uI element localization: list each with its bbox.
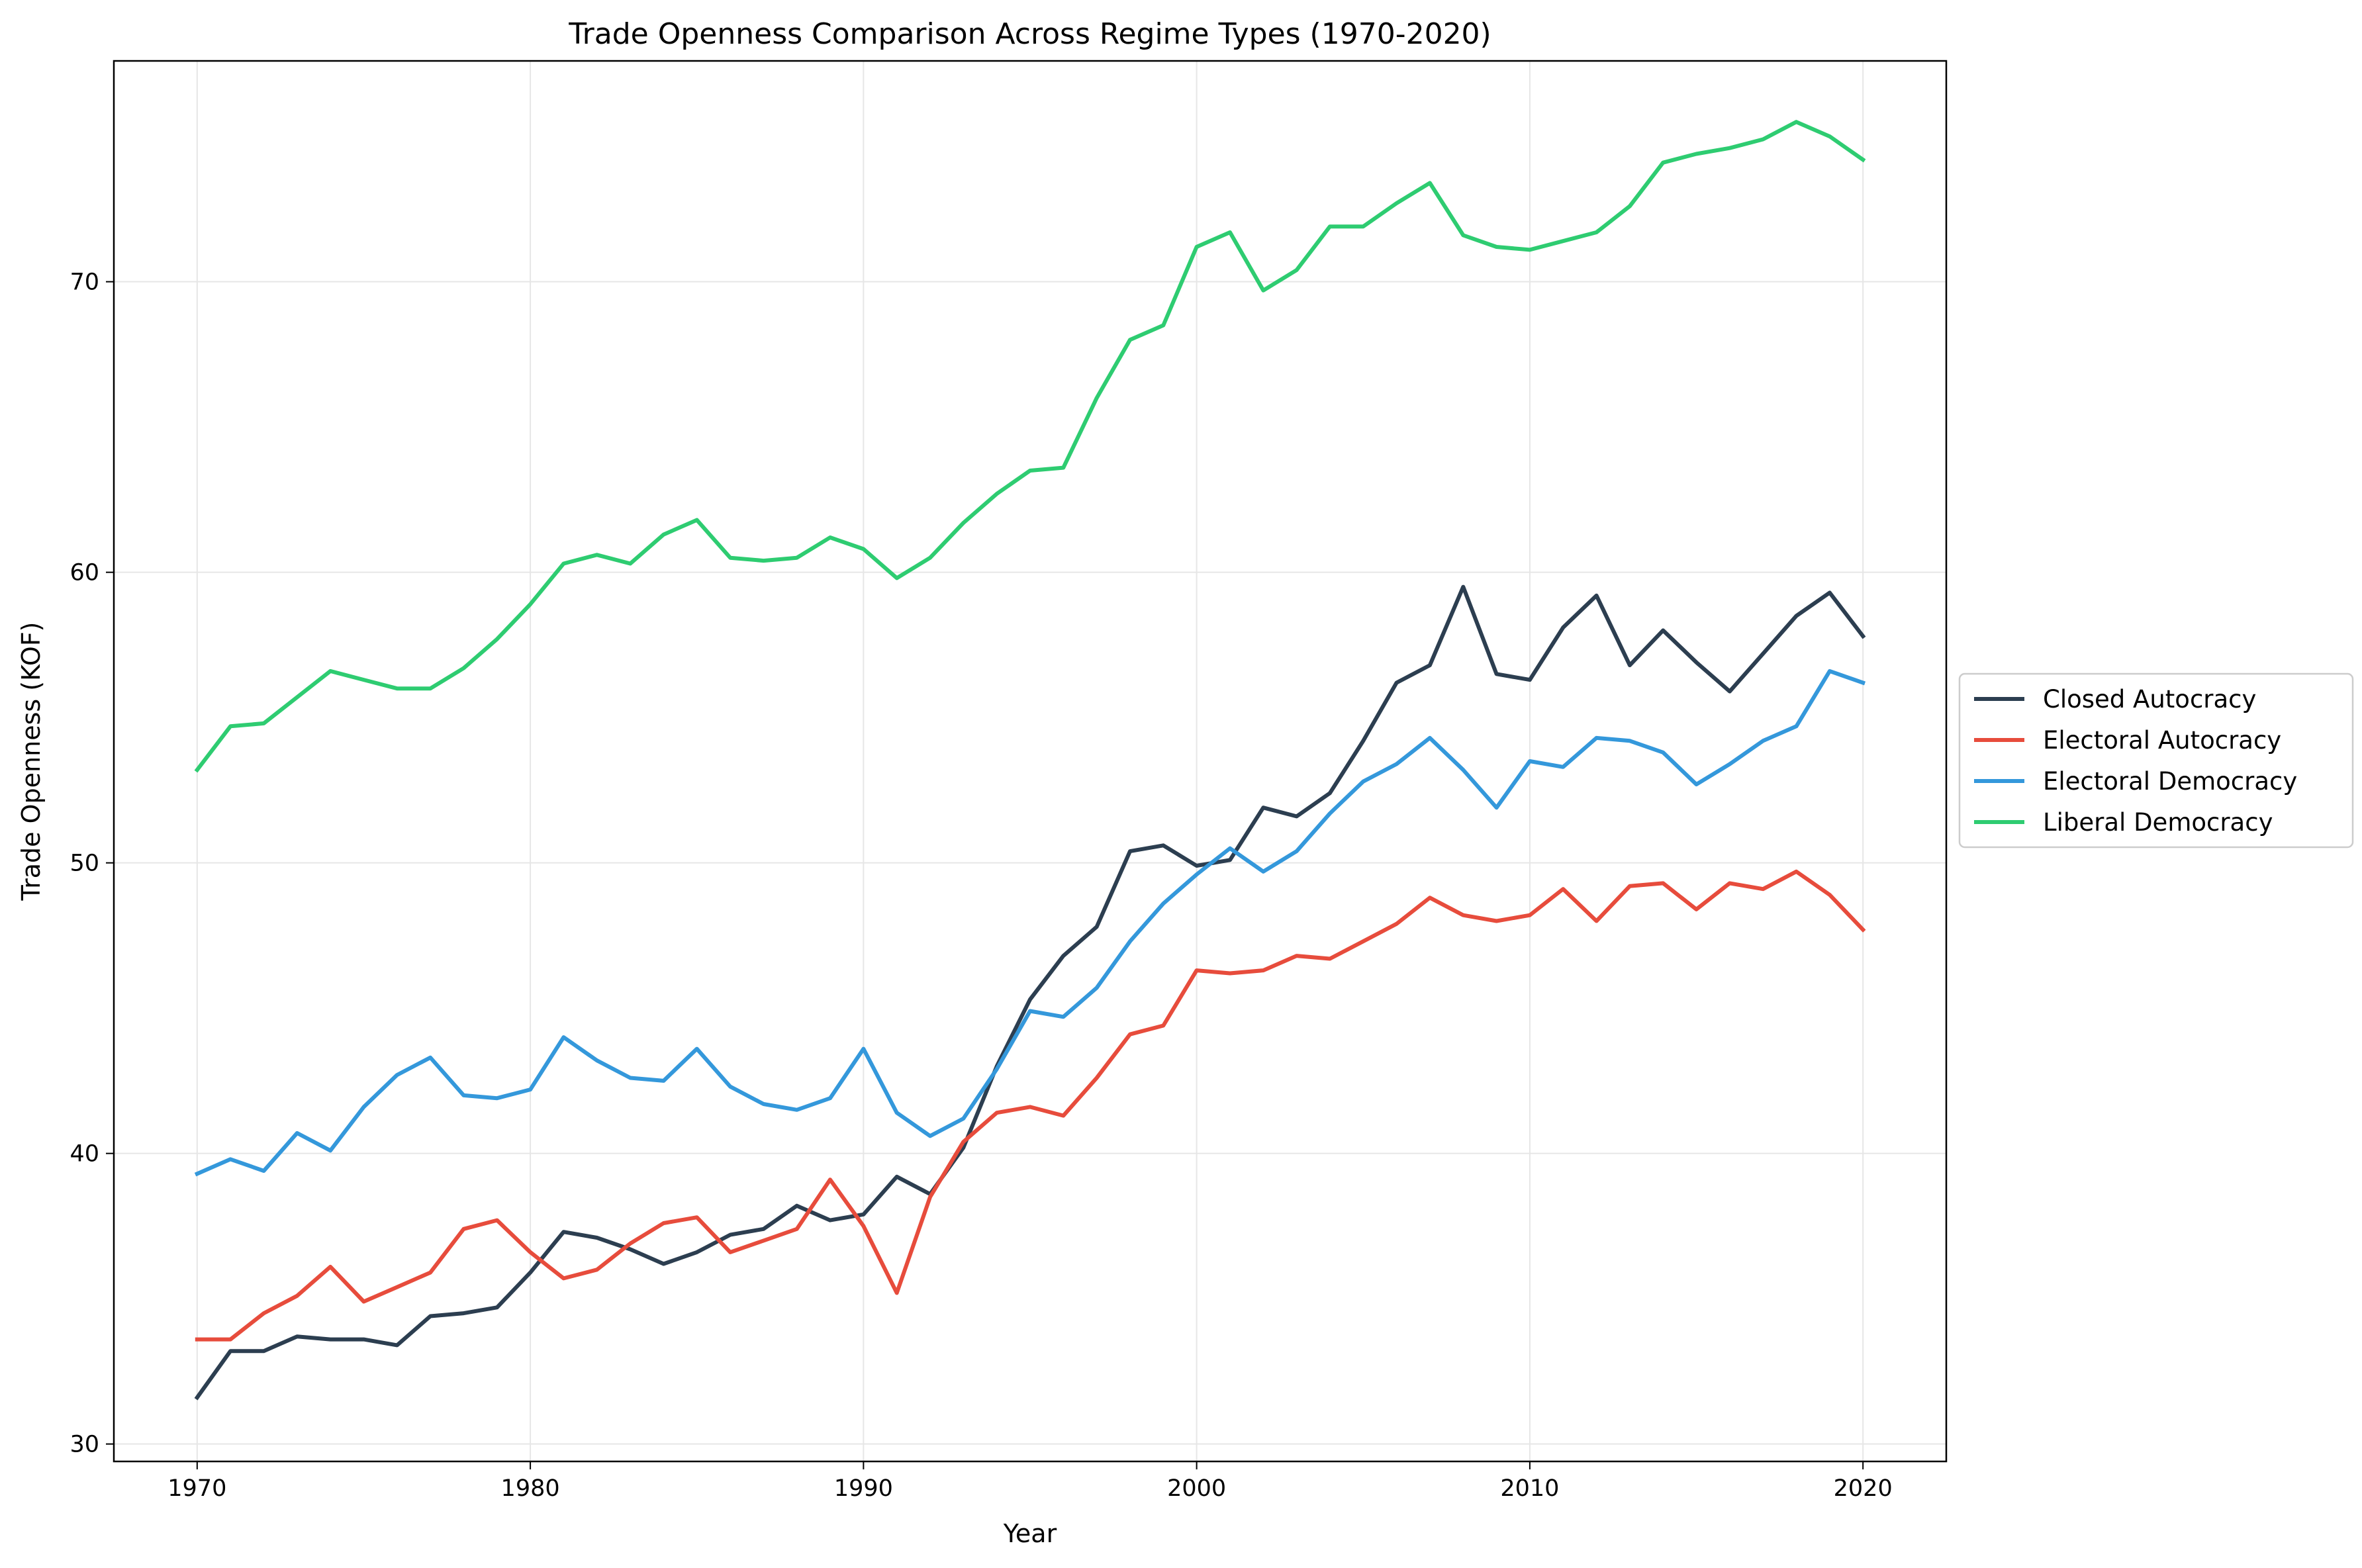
y-tick-label: 50 <box>70 851 99 877</box>
chart-title: Trade Openness Comparison Across Regime … <box>568 17 1491 51</box>
x-tick-label: 2020 <box>1834 1475 1893 1502</box>
legend: Closed Autocracy Electoral Autocracy Elect… <box>1958 672 2354 849</box>
series-line-closed-autocracy <box>194 584 1866 1401</box>
series-line-liberal-democracy <box>194 120 1866 773</box>
series-lines <box>194 120 1866 1401</box>
y-tick-label: 40 <box>70 1141 99 1168</box>
axis-ticks: 1970 1980 1990 2000 2010 2020 30 40 50 60 70 <box>70 269 1892 1502</box>
legend-items: Closed Autocracy Electoral Autocracy Elect… <box>1974 685 2297 837</box>
x-tick-label: 2010 <box>1500 1475 1559 1502</box>
legend-label-liberal-democracy: Liberal Democracy <box>2043 808 2273 837</box>
legend-label-closed-autocracy: Closed Autocracy <box>2043 685 2256 714</box>
x-tick-label: 1980 <box>501 1475 560 1502</box>
legend-label-electoral-autocracy: Electoral Autocracy <box>2043 726 2281 755</box>
x-tick-label: 1990 <box>834 1475 893 1502</box>
legend-label-electoral-democracy: Electoral Democracy <box>2043 767 2297 796</box>
legend-box <box>1958 672 2354 849</box>
x-axis-label: Year <box>1003 1519 1057 1548</box>
x-tick-label: 1970 <box>167 1475 226 1502</box>
grid <box>114 61 1946 1461</box>
y-axis-label: Trade Openness (KOF) <box>17 622 46 901</box>
y-tick-label: 60 <box>70 560 99 586</box>
y-tick-label: 30 <box>70 1432 99 1458</box>
y-tick-label: 70 <box>70 269 99 296</box>
series-line-electoral-autocracy <box>195 869 1866 1342</box>
plot-frame <box>113 60 1948 1463</box>
series-line-electoral-democracy <box>194 669 1866 1177</box>
x-tick-label: 2000 <box>1167 1475 1226 1502</box>
